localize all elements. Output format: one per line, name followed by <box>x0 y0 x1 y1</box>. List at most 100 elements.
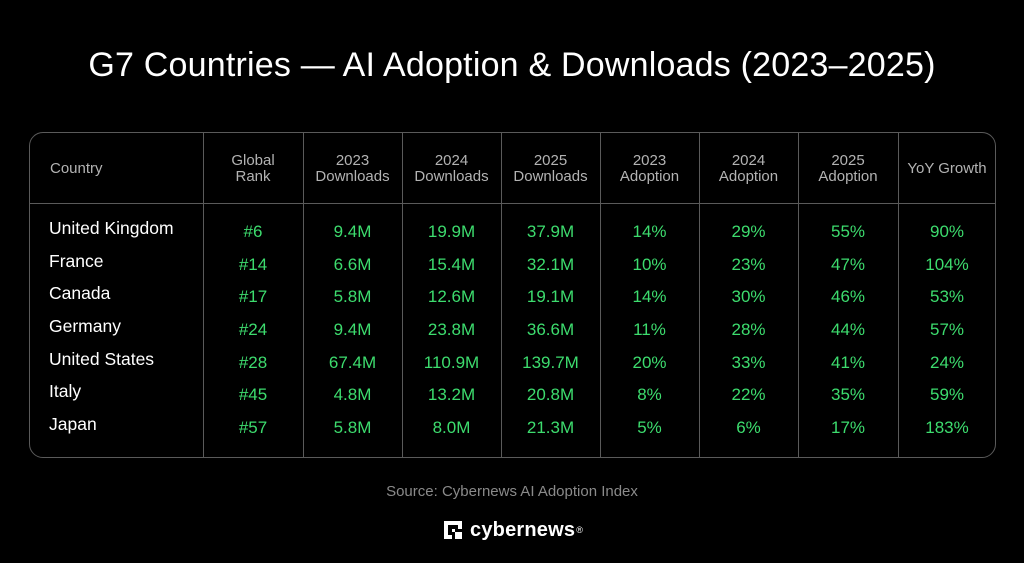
column-header: 2024 Downloads <box>402 151 501 187</box>
country-cell: Italy <box>49 381 82 401</box>
table-row: Japan #57 5.8M 8.0M 21.3M 5% 6% 17% 183% <box>30 412 995 444</box>
column-divider <box>699 133 700 457</box>
column-divider <box>501 133 502 457</box>
column-header-label: 2025 Adoption <box>818 152 878 185</box>
column-header: 2025 Adoption <box>798 151 898 187</box>
value-cell: 20% <box>632 353 667 372</box>
header-divider <box>30 203 995 204</box>
column-header-label: Global Rank <box>231 152 275 185</box>
value-cell: 10% <box>632 255 667 274</box>
value-cell: 30% <box>731 287 766 306</box>
value-cell: 22% <box>731 385 766 404</box>
column-header: 2023 Downloads <box>303 151 402 187</box>
value-cell: 8% <box>637 385 662 404</box>
value-cell: 29% <box>731 222 766 241</box>
value-cell: 44% <box>830 320 866 339</box>
value-cell: 14% <box>632 222 667 241</box>
value-cell: 14% <box>632 287 667 306</box>
column-divider <box>898 133 899 457</box>
value-cell: #45 <box>238 385 268 404</box>
column-header: 2025 Downloads <box>501 151 600 187</box>
value-cell: 19.1M <box>526 287 575 306</box>
column-header: YoY Growth <box>898 151 995 187</box>
column-header-label: 2025 Downloads <box>513 152 588 185</box>
value-cell: 5.8M <box>333 418 372 437</box>
value-cell: 47% <box>830 255 866 274</box>
column-divider <box>303 133 304 457</box>
brand-name: cybernews <box>470 518 576 541</box>
table-row: Germany #24 9.4M 23.8M 36.6M 11% 28% 44% 57% <box>30 314 995 346</box>
cybernews-logo-icon <box>444 521 462 539</box>
data-table: Country Global Rank 2023 Downloads 2024 Dow… <box>29 132 996 458</box>
column-header: Global Rank <box>203 151 303 187</box>
value-cell: #14 <box>238 255 268 274</box>
value-cell: 57% <box>929 320 965 339</box>
value-cell: 104% <box>925 255 969 274</box>
value-cell: 41% <box>830 353 866 372</box>
brand-reg-mark: ® <box>576 525 583 535</box>
brand-logo: cybernews ® <box>444 518 583 542</box>
column-header: 2024 Adoption <box>699 151 798 187</box>
value-cell: 46% <box>830 287 866 306</box>
column-header: Country <box>30 151 203 187</box>
value-cell: 33% <box>731 353 766 372</box>
source-note: Source: Cybernews AI Adoption Index <box>386 483 638 500</box>
value-cell: 8.0M <box>432 418 471 437</box>
value-cell: 6% <box>736 418 761 437</box>
value-cell: 59% <box>929 385 965 404</box>
value-cell: 12.6M <box>427 287 476 306</box>
value-cell: 36.6M <box>526 320 575 339</box>
country-cell: Germany <box>49 316 121 336</box>
value-cell: #6 <box>243 222 263 241</box>
column-header: 2023 Adoption <box>600 151 699 187</box>
value-cell: #28 <box>238 353 268 372</box>
column-divider <box>798 133 799 457</box>
table-row: France #14 6.6M 15.4M 32.1M 10% 23% 47% 104% <box>30 249 995 281</box>
value-cell: 67.4M <box>328 353 377 372</box>
value-cell: 6.6M <box>333 255 372 274</box>
country-cell: Canada <box>49 283 111 303</box>
table-row: United States #28 67.4M 110.9M 139.7M 20% 33% 4… <box>30 347 995 379</box>
column-divider <box>402 133 403 457</box>
value-cell: 55% <box>830 222 866 241</box>
column-divider <box>203 133 204 457</box>
country-cell: United States <box>49 349 155 369</box>
table-row: Italy #45 4.8M 13.2M 20.8M 8% 22% 35% 59% <box>30 379 995 411</box>
value-cell: 13.2M <box>427 385 476 404</box>
column-header-label: 2024 Downloads <box>414 152 489 185</box>
value-cell: 9.4M <box>333 222 372 241</box>
column-header-label: 2024 Adoption <box>718 152 779 185</box>
value-cell: #24 <box>238 320 268 339</box>
value-cell: 90% <box>929 222 965 241</box>
value-cell: 28% <box>731 320 766 339</box>
chart-title: G7 Countries — AI Adoption & Downloads (… <box>88 46 936 84</box>
value-cell: 5% <box>637 418 662 437</box>
value-cell: 110.9M <box>423 353 480 372</box>
value-cell: 9.4M <box>333 320 372 339</box>
value-cell: 11% <box>633 320 666 339</box>
column-header-label: 2023 Adoption <box>619 152 680 185</box>
column-header-label: YoY Growth <box>907 160 987 177</box>
value-cell: 20.8M <box>526 385 575 404</box>
country-cell: Japan <box>49 414 97 434</box>
column-header-label: 2023 Downloads <box>315 152 390 185</box>
country-cell: United Kingdom <box>49 218 174 238</box>
column-header-label: Country <box>50 160 103 177</box>
value-cell: #17 <box>238 287 268 306</box>
table-row: United Kingdom #6 9.4M 19.9M 37.9M 14% 29% 55% 9… <box>30 216 995 248</box>
table-row: Canada #17 5.8M 12.6M 19.1M 14% 30% 46% 53% <box>30 281 995 313</box>
value-cell: 53% <box>929 287 965 306</box>
value-cell: 139.7M <box>522 353 579 372</box>
value-cell: 4.8M <box>333 385 372 404</box>
value-cell: 183% <box>925 418 969 437</box>
value-cell: #57 <box>238 418 268 437</box>
value-cell: 19.9M <box>427 222 476 241</box>
value-cell: 15.4M <box>427 255 476 274</box>
column-divider <box>600 133 601 457</box>
value-cell: 23% <box>731 255 766 274</box>
value-cell: 37.9M <box>526 222 575 241</box>
value-cell: 24% <box>929 353 965 372</box>
value-cell: 17% <box>830 418 866 437</box>
value-cell: 32.1M <box>526 255 575 274</box>
value-cell: 21.3M <box>526 418 575 437</box>
